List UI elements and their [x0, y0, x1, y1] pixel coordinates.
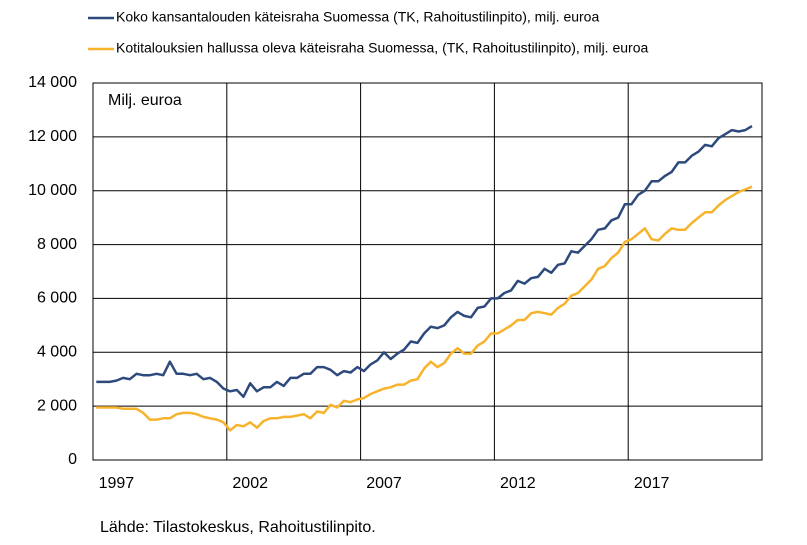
unit-label: Milj. euroa [108, 92, 182, 109]
x-tick-label: 2002 [232, 475, 268, 492]
series-line [96, 125, 753, 398]
plot-frame [92, 82, 763, 461]
x-tick-label: 2017 [634, 475, 670, 492]
legend-label: Kotitalouksien hallussa oleva käteisraha… [116, 40, 648, 56]
y-tick-label: 6 000 [37, 290, 77, 307]
legend-label: Koko kansantalouden käteisraha Suomessa … [116, 9, 599, 25]
y-tick-label: 8 000 [37, 236, 77, 253]
y-tick-label: 14 000 [28, 74, 77, 91]
y-tick-label: 4 000 [37, 344, 77, 361]
x-tick-label: 2012 [500, 475, 536, 492]
y-tick-label: 10 000 [28, 182, 77, 199]
series-line [96, 185, 753, 432]
x-tick-label: 1997 [99, 475, 135, 492]
y-tick-label: 0 [68, 451, 77, 468]
y-tick-label: 12 000 [28, 128, 77, 145]
x-tick-label: 2007 [366, 475, 402, 492]
y-tick-label: 2 000 [37, 397, 77, 414]
source: Lähde: Tilastokeskus, Rahoitustilinpito. [100, 519, 376, 536]
